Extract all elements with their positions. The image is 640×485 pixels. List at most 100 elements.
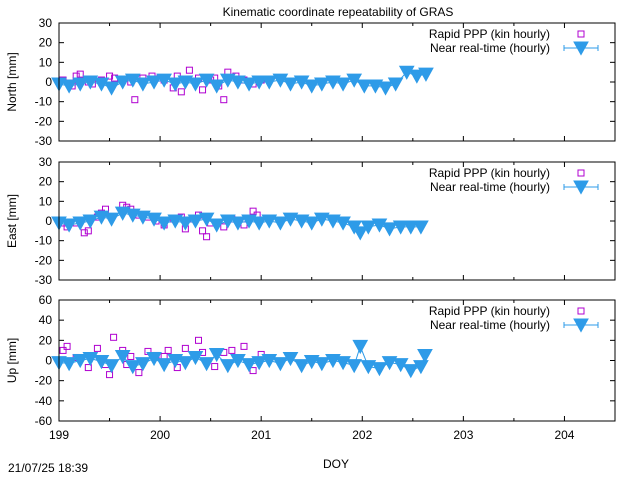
- data-point: [146, 75, 162, 90]
- y-tick-label: 40: [39, 313, 53, 327]
- data-point: [413, 220, 429, 235]
- data-point: [352, 339, 369, 355]
- panel-2: -60 -40 -20 0 20 40 60 Up [mm] Rapid PPP (kin ho…: [5, 293, 616, 442]
- data-point: [251, 356, 268, 371]
- x-tick-label: 199: [49, 428, 69, 442]
- y-tick-label: 60: [39, 293, 53, 307]
- data-point: [80, 229, 88, 237]
- legend-marker-square: [577, 307, 585, 315]
- legend-label: Near real-time (hourly): [430, 180, 550, 194]
- data-point: [409, 69, 425, 84]
- data-point: [371, 362, 388, 377]
- legend: Rapid PPP (kin hourly)Near real-time (ho…: [429, 304, 599, 333]
- data-point: [82, 75, 99, 90]
- data-point: [282, 212, 299, 227]
- series-near-real-time: [51, 339, 433, 379]
- data-point: [93, 344, 101, 352]
- data-point: [392, 220, 409, 235]
- data-point: [303, 79, 320, 94]
- data-point: [240, 342, 248, 350]
- data-point: [59, 346, 67, 354]
- data-point: [402, 364, 419, 379]
- y-tick-label: -30: [35, 134, 53, 148]
- x-tick-label: 204: [554, 428, 574, 442]
- data-point: [241, 358, 257, 373]
- data-point: [106, 72, 114, 80]
- y-tick-label: -20: [35, 114, 53, 128]
- data-point: [114, 75, 131, 90]
- x-tick-label: 200: [150, 428, 170, 442]
- legend-label: Near real-time (hourly): [430, 318, 550, 332]
- y-tick-label: -10: [35, 234, 53, 248]
- data-point: [124, 73, 141, 88]
- y-tick-label: 30: [39, 16, 53, 30]
- data-point: [135, 369, 143, 377]
- data-point: [106, 371, 114, 379]
- data-point: [61, 79, 77, 94]
- data-point: [360, 360, 377, 375]
- legend-label: Rapid PPP (kin hourly): [429, 27, 550, 41]
- data-point: [251, 216, 268, 231]
- panel-0: -30 -20 -10 0 10 20 30 North [mm] Rapid PPP (kin…: [5, 16, 616, 148]
- data-point: [156, 73, 172, 88]
- plot-frame: [58, 22, 616, 142]
- data-point: [335, 216, 351, 231]
- data-point: [417, 349, 433, 364]
- data-point: [413, 360, 429, 375]
- timestamp: 21/07/25 18:39: [8, 461, 89, 475]
- data-point: [261, 75, 278, 90]
- data-point: [371, 218, 388, 233]
- data-point: [249, 367, 257, 375]
- data-point: [156, 216, 172, 231]
- y-tick-label: 30: [39, 155, 53, 169]
- data-point: [198, 357, 215, 372]
- y-tick-label: -30: [35, 273, 53, 287]
- y-tick-label: -20: [35, 374, 53, 388]
- data-point: [211, 363, 219, 371]
- data-point: [230, 216, 246, 231]
- legend-marker-triangle: [573, 318, 589, 333]
- data-point: [195, 336, 203, 344]
- panel-1: -30 -20 -10 0 10 20 30 East [mm] Rapid PPP (kin …: [5, 155, 616, 287]
- data-point: [387, 77, 404, 92]
- data-point: [261, 214, 278, 229]
- data-point: [313, 212, 330, 227]
- data-point: [84, 364, 92, 372]
- plot-frame: [58, 161, 616, 281]
- data-point: [230, 75, 246, 90]
- data-point: [82, 214, 99, 229]
- y-tick-label: 20: [39, 175, 53, 189]
- data-point: [135, 210, 151, 225]
- data-point: [187, 351, 204, 366]
- data-point: [356, 79, 373, 94]
- data-point: [103, 212, 120, 227]
- y-tick-label: -20: [35, 253, 53, 267]
- data-point: [124, 360, 141, 375]
- data-point: [272, 73, 289, 88]
- y-tick-label: 0: [45, 354, 52, 368]
- data-point: [114, 350, 131, 365]
- plot-frame: [58, 299, 616, 422]
- data-point: [63, 342, 71, 350]
- y-tick-label: 10: [39, 55, 53, 69]
- data-point: [135, 77, 151, 92]
- x-tick-label: 201: [251, 428, 271, 442]
- data-point: [93, 355, 110, 370]
- data-point: [381, 356, 398, 371]
- data-point: [199, 227, 207, 235]
- data-point: [156, 358, 172, 373]
- data-point: [177, 88, 185, 96]
- data-point: [127, 352, 135, 360]
- data-point: [84, 227, 92, 235]
- data-point: [346, 359, 363, 374]
- data-point: [398, 65, 415, 80]
- data-point: [282, 77, 299, 92]
- data-point: [313, 77, 330, 92]
- data-point: [187, 77, 204, 92]
- legend-label: Near real-time (hourly): [430, 41, 550, 55]
- data-point: [418, 67, 434, 82]
- data-point: [335, 356, 351, 371]
- data-point: [352, 226, 369, 241]
